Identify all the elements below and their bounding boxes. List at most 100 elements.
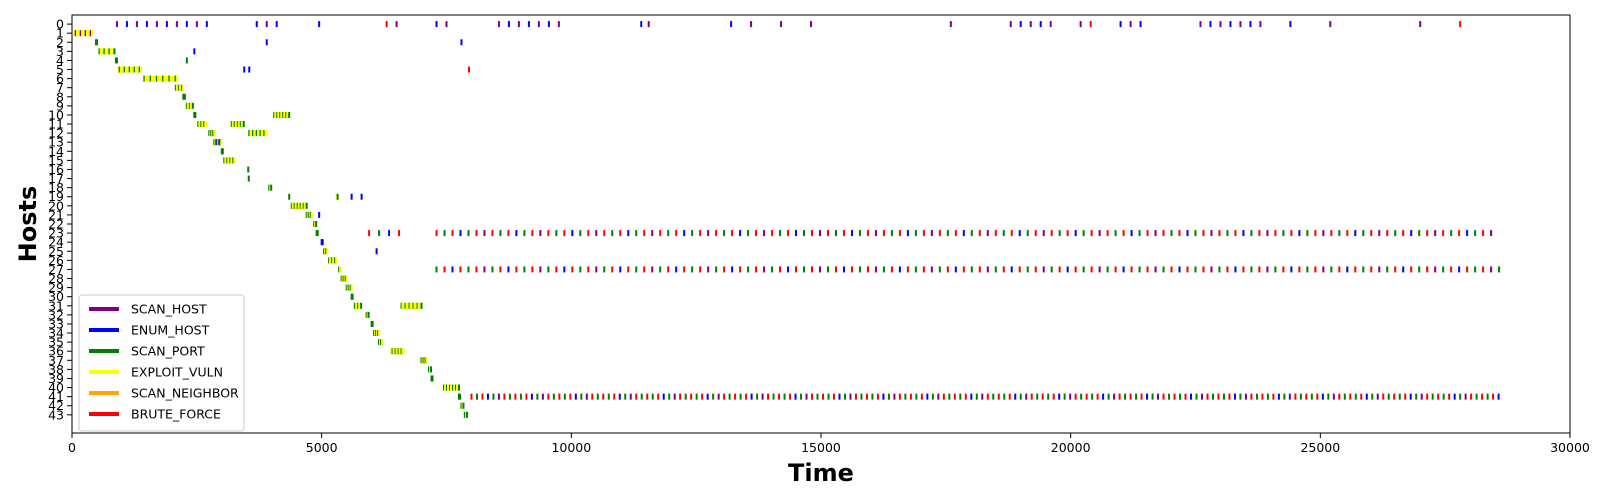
- action-mark: [89, 30, 92, 37]
- action-mark: [843, 393, 846, 400]
- legend-label: SCAN_PORT: [131, 344, 205, 359]
- action-mark: [143, 75, 146, 82]
- action-mark: [1050, 266, 1053, 273]
- action-mark: [85, 30, 88, 37]
- action-mark: [1217, 393, 1220, 400]
- action-mark: [898, 266, 901, 273]
- action-mark: [243, 66, 246, 73]
- action-mark: [73, 30, 76, 37]
- action-mark: [1434, 230, 1437, 237]
- action-mark: [254, 130, 257, 137]
- action-mark: [595, 266, 598, 273]
- y-tick-label: 37: [48, 353, 64, 368]
- action-mark: [517, 21, 520, 28]
- action-mark: [978, 266, 981, 273]
- action-mark: [465, 411, 468, 418]
- action-mark: [133, 66, 136, 73]
- action-mark: [826, 230, 829, 237]
- action-mark: [1365, 393, 1368, 400]
- action-mark: [475, 393, 478, 400]
- action-mark: [860, 393, 863, 400]
- action-mark: [1018, 266, 1021, 273]
- y-tick-label: 21: [48, 207, 64, 222]
- action-mark: [539, 266, 542, 273]
- action-mark: [515, 230, 518, 237]
- action-mark: [175, 75, 178, 82]
- action-mark: [1354, 393, 1357, 400]
- action-mark: [435, 266, 438, 273]
- action-mark: [205, 121, 208, 128]
- action-mark: [1025, 393, 1028, 400]
- action-mark: [986, 266, 989, 273]
- y-tick-label: 29: [48, 280, 64, 295]
- action-mark: [707, 230, 710, 237]
- x-axis-title: Time: [788, 459, 854, 487]
- action-mark: [1098, 266, 1101, 273]
- action-mark: [1310, 393, 1313, 400]
- action-mark: [121, 66, 124, 73]
- y-tick-label: 3: [56, 44, 64, 59]
- action-mark: [128, 66, 131, 73]
- action-mark: [723, 266, 726, 273]
- action-mark: [483, 266, 486, 273]
- action-mark: [603, 266, 606, 273]
- action-mark: [507, 266, 510, 273]
- action-mark: [1343, 393, 1346, 400]
- action-mark: [874, 230, 877, 237]
- action-mark: [1211, 393, 1214, 400]
- action-mark: [1290, 266, 1293, 273]
- action-mark: [360, 302, 363, 309]
- action-mark: [1090, 266, 1093, 273]
- action-mark: [1063, 393, 1066, 400]
- action-mark: [959, 393, 962, 400]
- action-mark: [499, 266, 502, 273]
- y-tick-label: 1: [56, 26, 64, 41]
- action-mark: [779, 266, 782, 273]
- action-mark: [890, 266, 893, 273]
- action-mark: [115, 21, 118, 28]
- action-mark: [1474, 230, 1477, 237]
- action-mark: [78, 30, 81, 37]
- action-mark: [1009, 21, 1012, 28]
- action-mark: [367, 311, 370, 318]
- action-mark: [1453, 393, 1456, 400]
- action-mark: [445, 21, 448, 28]
- action-mark: [1089, 21, 1092, 28]
- action-mark: [898, 393, 901, 400]
- action-mark: [558, 393, 561, 400]
- action-mark: [619, 266, 622, 273]
- action-mark: [1266, 393, 1269, 400]
- action-mark: [1258, 230, 1261, 237]
- action-mark: [571, 230, 574, 237]
- action-mark: [640, 21, 643, 28]
- action-mark: [849, 393, 852, 400]
- action-mark: [850, 230, 853, 237]
- action-mark: [110, 48, 113, 55]
- action-mark: [1321, 393, 1324, 400]
- y-tick-label: 12: [48, 126, 64, 141]
- legend-box: [78, 294, 245, 432]
- action-mark: [1210, 230, 1213, 237]
- action-mark: [1130, 266, 1133, 273]
- action-mark: [1426, 230, 1429, 237]
- action-mark: [997, 393, 1000, 400]
- action-mark: [1226, 230, 1229, 237]
- action-mark: [152, 75, 155, 82]
- action-mark: [803, 230, 806, 237]
- action-mark: [497, 21, 500, 28]
- action-mark: [1091, 393, 1094, 400]
- action-mark: [162, 75, 165, 82]
- y-tick-label: 15: [48, 153, 64, 168]
- action-mark: [954, 266, 957, 273]
- legend-label: ENUM_HOST: [131, 323, 210, 338]
- action-mark: [497, 393, 500, 400]
- action-mark: [904, 393, 907, 400]
- action-mark: [826, 266, 829, 273]
- action-mark: [1124, 393, 1127, 400]
- action-mark: [591, 393, 594, 400]
- action-mark: [483, 230, 486, 237]
- action-mark: [914, 230, 917, 237]
- action-mark: [1498, 266, 1501, 273]
- action-mark: [462, 402, 465, 409]
- legend: SCAN_HOST ENUM_HOST SCAN_PORT EXPLOIT_VULN S…: [78, 294, 245, 432]
